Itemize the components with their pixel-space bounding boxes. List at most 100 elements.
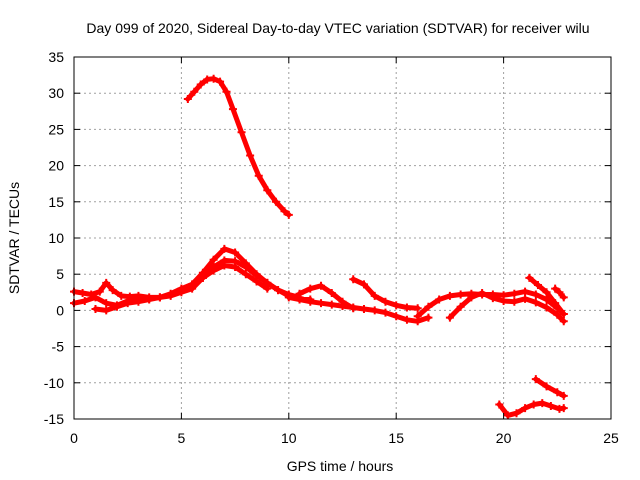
data-point: [190, 87, 199, 96]
data-point: [166, 290, 175, 299]
data-point: [392, 301, 401, 310]
y-tick-label: 10: [48, 230, 64, 246]
data-point: [531, 298, 540, 307]
series-arc-k: [495, 399, 568, 420]
data-point: [456, 302, 465, 311]
data-point: [274, 286, 283, 295]
data-point: [370, 306, 379, 315]
data-point: [183, 94, 192, 103]
data-point: [531, 290, 540, 299]
data-point: [510, 297, 519, 306]
data-layer: [70, 74, 568, 420]
data-point: [216, 77, 225, 86]
series-arc-i: [525, 273, 568, 319]
data-point: [295, 289, 304, 298]
data-point: [177, 286, 186, 295]
data-point: [542, 288, 551, 297]
data-point: [424, 313, 433, 322]
data-point: [220, 244, 229, 253]
data-point: [381, 308, 390, 317]
data-point: [117, 291, 126, 300]
data-point: [402, 315, 411, 324]
data-point: [222, 87, 231, 96]
data-point: [102, 299, 111, 308]
x-tick-label: 5: [178, 430, 186, 446]
data-point: [145, 295, 154, 304]
x-tick-label: 0: [70, 430, 78, 446]
y-tick-label: 5: [56, 266, 64, 282]
series-arc-l: [531, 375, 568, 400]
data-point: [559, 391, 568, 400]
data-point: [241, 262, 250, 271]
data-point: [188, 281, 197, 290]
data-point: [559, 404, 568, 413]
data-point: [488, 294, 497, 303]
data-point: [551, 284, 560, 293]
x-tick-labels: 0 5 10 15 20 25: [70, 430, 619, 446]
data-point: [95, 287, 104, 296]
tick-marks: [73, 56, 612, 420]
data-point: [254, 171, 263, 180]
series-trace: [533, 376, 567, 399]
data-point: [551, 299, 560, 308]
series-arc-high: [183, 74, 293, 219]
data-point: [231, 262, 240, 271]
data-point: [542, 382, 551, 391]
data-point: [228, 105, 237, 114]
data-point: [209, 266, 218, 275]
data-point: [198, 273, 207, 282]
data-point: [263, 284, 272, 293]
data-point: [209, 255, 218, 264]
data-point: [80, 296, 89, 305]
data-point: [263, 186, 272, 195]
data-point: [284, 210, 293, 219]
data-point: [102, 306, 111, 315]
x-tick-label: 25: [603, 430, 619, 446]
data-point: [499, 296, 508, 305]
data-point: [370, 291, 379, 300]
y-tick-label: -5: [52, 339, 65, 355]
data-point: [123, 299, 132, 308]
data-point: [392, 312, 401, 321]
data-point: [456, 290, 465, 299]
data-point: [134, 297, 143, 306]
data-point: [338, 297, 347, 306]
series-arc-e: [295, 281, 358, 313]
data-point: [327, 289, 336, 298]
data-point: [220, 261, 229, 270]
data-point: [495, 400, 504, 409]
series-arc-h: [445, 289, 568, 326]
series-trace: [447, 290, 567, 324]
y-tick-label: -15: [44, 411, 64, 427]
data-point: [510, 289, 519, 298]
data-point: [445, 291, 454, 300]
data-point: [559, 310, 568, 319]
data-point: [196, 80, 205, 89]
data-point: [237, 128, 246, 137]
data-point: [424, 302, 433, 311]
data-point: [402, 303, 411, 312]
series-arc-f: [349, 275, 422, 313]
data-point: [271, 197, 280, 206]
y-tick-labels: -15 -10 -5 0 5 10 15 20 25 30 35: [44, 49, 64, 427]
data-point: [381, 297, 390, 306]
x-tick-label: 10: [281, 430, 297, 446]
y-tick-label: 0: [56, 302, 64, 318]
data-point: [155, 293, 164, 302]
data-point: [413, 304, 422, 313]
data-point: [112, 302, 121, 311]
data-point: [91, 293, 100, 302]
data-point: [478, 289, 487, 298]
data-point: [445, 313, 454, 322]
y-tick-label: 15: [48, 194, 64, 210]
data-point: [280, 207, 289, 216]
data-point: [521, 404, 530, 413]
grid-lines: [74, 57, 611, 419]
data-point: [435, 295, 444, 304]
data-point: [521, 294, 530, 303]
y-tick-label: -10: [44, 375, 64, 391]
data-point: [108, 286, 117, 295]
data-point: [521, 287, 530, 296]
y-tick-label: 25: [48, 121, 64, 137]
